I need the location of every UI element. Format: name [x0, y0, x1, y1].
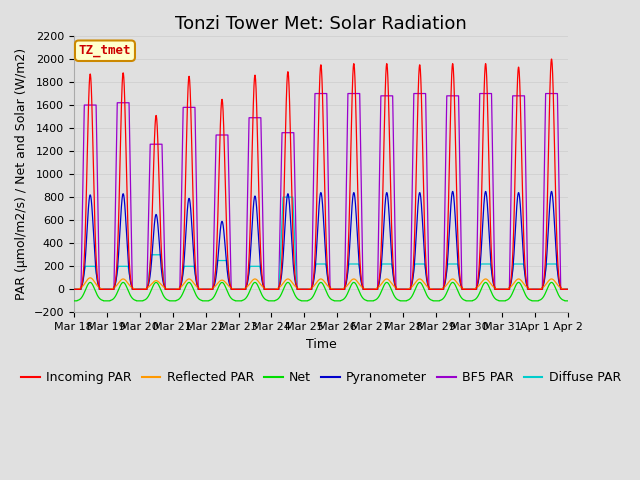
- Title: Tonzi Tower Met: Solar Radiation: Tonzi Tower Met: Solar Radiation: [175, 15, 467, 33]
- Legend: Incoming PAR, Reflected PAR, Net, Pyranometer, BF5 PAR, Diffuse PAR: Incoming PAR, Reflected PAR, Net, Pyrano…: [16, 366, 626, 389]
- Y-axis label: PAR (μmol/m2/s) / Net and Solar (W/m2): PAR (μmol/m2/s) / Net and Solar (W/m2): [15, 48, 28, 300]
- Text: TZ_tmet: TZ_tmet: [79, 44, 131, 57]
- X-axis label: Time: Time: [305, 337, 336, 351]
